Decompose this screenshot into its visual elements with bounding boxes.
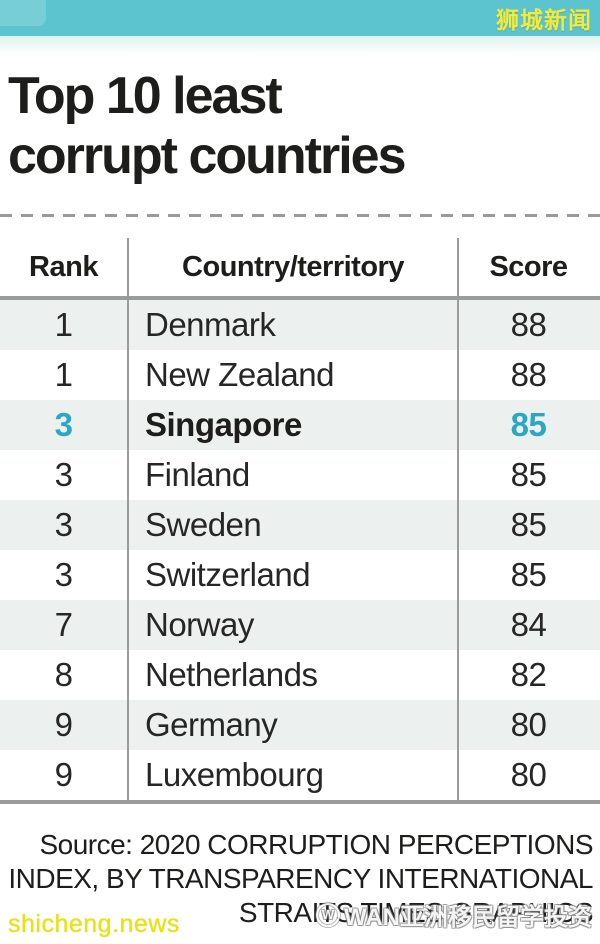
country-cell: Singapore	[127, 400, 459, 450]
rank-cell: 8	[54, 656, 73, 693]
watermark-wan-text: WAN亚洲移民留学投资	[344, 904, 592, 931]
rank-cell: 1	[54, 356, 73, 393]
score-cell: 85	[510, 556, 547, 593]
country-cell: Denmark	[127, 300, 459, 350]
topbar-fade-strip	[0, 36, 600, 54]
score-cell: 84	[510, 606, 547, 643]
source-line3: STRAITS TIMES GRAPHICS	[238, 897, 594, 928]
page-title: Top 10 least corrupt countries	[0, 54, 600, 186]
score-cell: 85	[510, 406, 547, 443]
source-line1: Source: 2020 CORRUPTION PERCEPTIONS	[39, 829, 593, 860]
page-title-line2: corrupt countries	[8, 127, 407, 185]
watermark-shicheng: shicheng.news	[8, 910, 180, 938]
country-cell: Norway	[127, 600, 459, 650]
top-brand-bar: 狮城新闻	[0, 0, 600, 36]
rank-cell: 9	[54, 756, 73, 793]
country-cell: Switzerland	[127, 550, 459, 600]
country-cell: Luxembourg	[127, 750, 459, 800]
source-credit: Source: 2020 CORRUPTION PERCEPTIONS INDE…	[0, 828, 600, 930]
column-header-rank: Rank	[29, 250, 98, 283]
country-cell: Netherlands	[127, 650, 459, 700]
score-cell: 82	[510, 656, 547, 693]
country-cell: Finland	[127, 450, 459, 500]
table-row: 3 Finland 85	[0, 450, 600, 500]
table-row: 3 Switzerland 85	[0, 550, 600, 600]
country-cell: Sweden	[127, 500, 459, 550]
dashed-divider	[0, 214, 600, 217]
brand-text: 狮城新闻	[496, 7, 592, 33]
table-row: 7 Norway 84	[0, 600, 600, 650]
table-row: 3 Sweden 85	[0, 500, 600, 550]
rank-cell: 3	[54, 506, 73, 543]
watermark-wan: W WAN亚洲移民留学投资	[316, 897, 592, 932]
table-row: 3 Singapore 85	[0, 400, 600, 450]
column-header-score: Score	[489, 250, 568, 283]
rank-cell: 7	[54, 606, 73, 643]
table-body: 1 Denmark 88 1 New Zealand 88 3 Singapor…	[0, 300, 600, 804]
table-header-row: Rank Country/territory Score	[0, 238, 600, 300]
column-header-country: Country/territory	[127, 238, 459, 296]
table-row: 1 Denmark 88	[0, 300, 600, 350]
score-cell: 88	[510, 356, 547, 393]
score-cell: 80	[510, 706, 547, 743]
table-row: 8 Netherlands 82	[0, 650, 600, 700]
table-row: 1 New Zealand 88	[0, 350, 600, 400]
rank-cell: 1	[54, 306, 73, 343]
rank-cell: 3	[54, 556, 73, 593]
source-line2: INDEX, BY TRANSPARENCY INTERNATIONAL	[8, 863, 593, 894]
country-cell: New Zealand	[127, 350, 459, 400]
topbar-glare-decoration	[0, 0, 46, 26]
score-cell: 88	[510, 306, 547, 343]
score-cell: 85	[510, 506, 547, 543]
rank-cell: 3	[54, 406, 73, 443]
rank-cell: 9	[54, 706, 73, 743]
rank-table: Rank Country/territory Score 1 Denmark 8…	[0, 238, 600, 804]
page-title-line1: Top 10 least	[8, 67, 283, 125]
country-cell: Germany	[127, 700, 459, 750]
wan-logo-icon: W	[316, 902, 340, 927]
score-cell: 80	[510, 756, 547, 793]
score-cell: 85	[510, 456, 547, 493]
rank-cell: 3	[54, 456, 73, 493]
table-row: 9 Germany 80	[0, 700, 600, 750]
table-row: 9 Luxembourg 80	[0, 750, 600, 800]
